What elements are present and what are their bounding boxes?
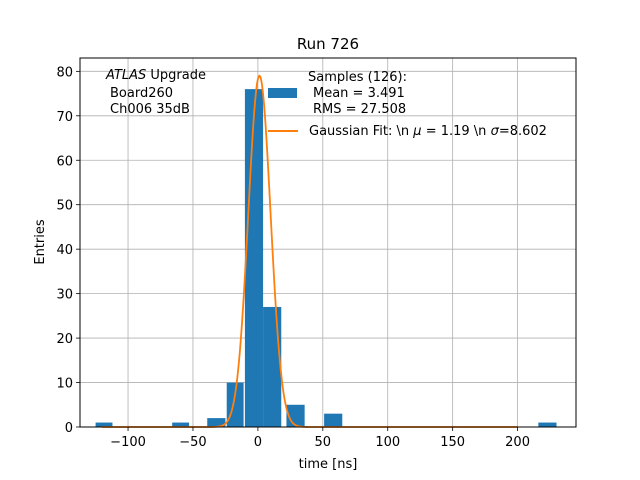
- x-tick-label: −50: [179, 435, 206, 450]
- x-tick-label: 0: [254, 435, 262, 450]
- y-tick-label: 20: [56, 332, 73, 347]
- annotation-atlas: ATLAS: [105, 68, 146, 83]
- x-tick-label: 100: [375, 435, 400, 450]
- atlas-annotation: ATLAS Upgrade Board260 Ch006 35dB: [105, 68, 206, 117]
- y-tick-label: 80: [56, 65, 73, 80]
- histogram-bar: [207, 418, 226, 427]
- chart-title: Run 726: [297, 35, 359, 53]
- annotation-line-2: Board260: [110, 86, 173, 101]
- annotation-upgrade: Upgrade: [146, 68, 206, 83]
- x-axis-label: time [ns]: [299, 457, 358, 472]
- y-tick-label: 30: [56, 288, 73, 303]
- y-tick-label: 10: [56, 377, 73, 392]
- annotation-line-1: ATLAS Upgrade: [105, 68, 206, 83]
- y-tick-label: 50: [56, 199, 73, 214]
- histogram-bar: [324, 413, 343, 427]
- grid: [80, 58, 576, 428]
- x-axis-ticks: −100 −50 0 50 100 150 200: [110, 427, 530, 450]
- y-axis-ticks: 0 10 20 30 40 50 60 70 80: [56, 65, 80, 436]
- legend-histogram-line-3: RMS = 27.508: [313, 102, 406, 117]
- histogram-bar: [95, 422, 113, 427]
- y-tick-label: 70: [56, 110, 73, 125]
- histogram-bars: [95, 89, 557, 427]
- legend-histogram-line-1: Samples (126):: [308, 70, 407, 85]
- legend-histogram-line-2: Mean = 3.491: [313, 86, 405, 101]
- histogram-bar: [172, 422, 190, 427]
- legend-histogram-swatch: [268, 88, 297, 98]
- x-tick-label: −100: [110, 435, 146, 450]
- histogram-bar: [263, 306, 282, 427]
- y-tick-label: 60: [56, 154, 73, 169]
- legend: Samples (126): Mean = 3.491 RMS = 27.508…: [268, 70, 547, 139]
- y-axis-label: Entries: [33, 219, 48, 265]
- x-tick-label: 150: [440, 435, 465, 450]
- annotation-line-3: Ch006 35dB: [110, 102, 190, 117]
- plot-frame: [79, 57, 577, 428]
- histogram-bar: [244, 89, 264, 427]
- histogram-bar: [538, 422, 557, 427]
- y-tick-label: 40: [56, 243, 73, 258]
- x-tick-label: 50: [315, 435, 332, 450]
- legend-fit-label: Gaussian Fit: \n μ = 1.19 \n σ=8.602: [309, 124, 547, 139]
- y-tick-label: 0: [65, 421, 73, 436]
- x-tick-label: 200: [505, 435, 530, 450]
